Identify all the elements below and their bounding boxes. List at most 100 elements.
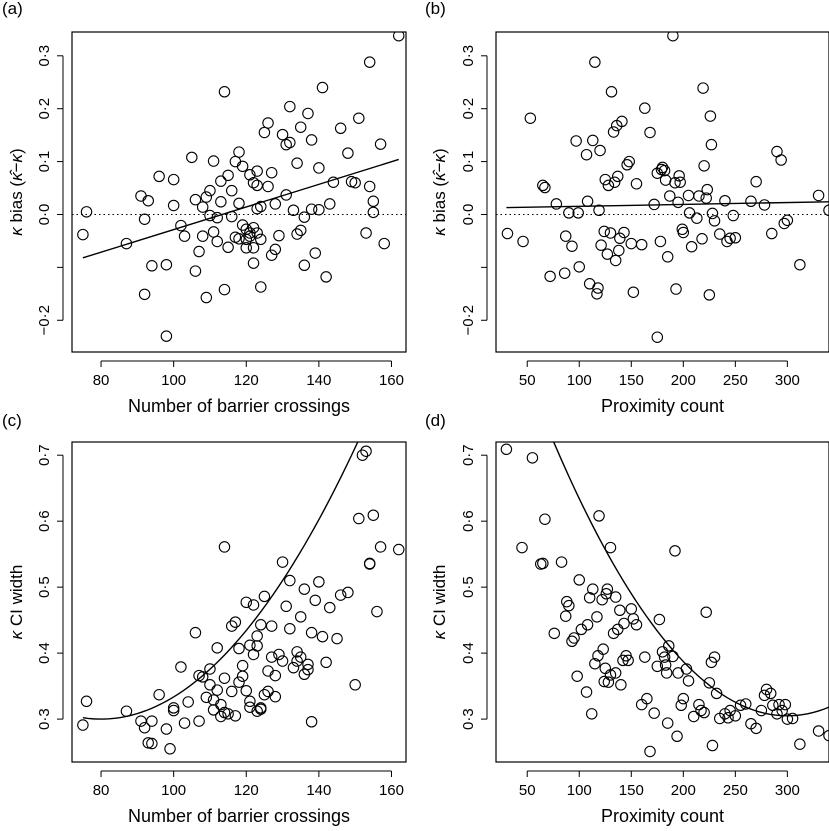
data-point <box>594 144 606 157</box>
x-tick-label: 50 <box>519 372 536 389</box>
data-point <box>189 193 202 206</box>
data-point <box>255 703 267 715</box>
data-point <box>233 197 245 210</box>
data-point <box>204 184 216 197</box>
data-point <box>374 138 387 150</box>
data-point <box>160 723 173 735</box>
data-point <box>320 656 332 669</box>
data-point <box>305 203 318 215</box>
data-point <box>222 708 234 720</box>
plot-area <box>500 442 829 758</box>
data-point <box>537 179 549 192</box>
data-point <box>316 630 329 643</box>
y-label-expr-hat: κ̂ <box>7 169 26 181</box>
data-point <box>667 32 679 42</box>
data-point <box>583 591 596 604</box>
x-axis-label: Proximity count <box>601 396 724 416</box>
data-point <box>367 195 380 208</box>
data-point <box>612 623 624 636</box>
data-point <box>700 192 712 204</box>
data-point <box>612 170 624 183</box>
data-point <box>616 115 628 128</box>
fit-line <box>82 158 399 259</box>
x-axis-label: Proximity count <box>601 806 724 826</box>
y-tick-label: 0·4 <box>36 642 53 664</box>
data-point <box>706 739 719 752</box>
y-label-expr-hat: κ̂ <box>430 169 449 181</box>
y-label-expr-k: κ <box>430 152 449 162</box>
data-point <box>674 176 686 188</box>
data-point <box>573 261 585 273</box>
data-point <box>215 710 227 723</box>
y-tick-label: 0·1 <box>36 151 53 173</box>
data-point <box>677 226 690 239</box>
data-point <box>604 541 617 554</box>
data-point <box>207 694 220 706</box>
x-tick-label: 200 <box>671 782 696 799</box>
data-point <box>544 270 556 283</box>
data-point <box>265 249 278 261</box>
data-point <box>258 126 271 139</box>
data-point <box>524 112 537 124</box>
data-point <box>189 265 202 277</box>
data-point <box>167 702 180 714</box>
data-point <box>251 179 263 192</box>
data-point <box>661 251 674 263</box>
data-point <box>758 689 771 702</box>
data-point <box>182 696 194 708</box>
data-point <box>353 112 365 124</box>
data-point <box>284 100 296 113</box>
data-point <box>265 651 278 663</box>
data-point <box>648 707 660 719</box>
data-point <box>229 155 242 168</box>
x-tick-label: 250 <box>723 782 748 799</box>
data-point <box>200 291 213 304</box>
y-tick-label: 0·3 <box>460 708 477 730</box>
data-point <box>298 259 311 272</box>
data-point <box>651 331 664 343</box>
data-point <box>658 651 671 663</box>
data-point <box>265 166 278 179</box>
data-point <box>218 672 231 684</box>
data-point <box>539 181 551 194</box>
data-point <box>641 692 653 705</box>
data-point <box>167 199 180 212</box>
data-point <box>255 281 267 293</box>
data-point <box>604 669 617 681</box>
data-point <box>360 227 372 239</box>
plot-area <box>77 442 405 755</box>
fit-line <box>82 442 359 720</box>
data-point <box>585 708 598 720</box>
data-point <box>262 665 274 677</box>
fit-line <box>506 201 829 209</box>
data-point <box>653 613 666 626</box>
data-point <box>786 712 799 725</box>
data-point <box>251 227 263 239</box>
data-point <box>501 227 514 240</box>
x-tick-label: 100 <box>567 372 592 389</box>
data-point <box>670 283 682 295</box>
data-point <box>175 661 187 673</box>
data-point <box>705 138 718 151</box>
data-point <box>236 670 249 682</box>
data-point <box>750 722 762 735</box>
data-point <box>517 235 529 248</box>
data-point <box>581 195 594 208</box>
data-point <box>331 632 343 645</box>
data-point <box>656 646 669 658</box>
y-label-symbol: κ <box>7 629 26 639</box>
data-point <box>269 669 282 682</box>
data-point <box>500 443 513 456</box>
data-point <box>587 583 599 595</box>
y-label-symbol: κ <box>7 226 26 236</box>
data-point <box>708 215 721 227</box>
x-tick-label: 80 <box>93 372 110 389</box>
x-tick-label: 200 <box>671 372 696 389</box>
data-point <box>236 160 249 173</box>
data-point <box>537 557 549 570</box>
data-point <box>710 687 723 700</box>
data-point <box>265 620 278 632</box>
data-point <box>706 207 719 220</box>
x-tick-label: 120 <box>234 782 259 799</box>
data-point <box>708 651 721 663</box>
